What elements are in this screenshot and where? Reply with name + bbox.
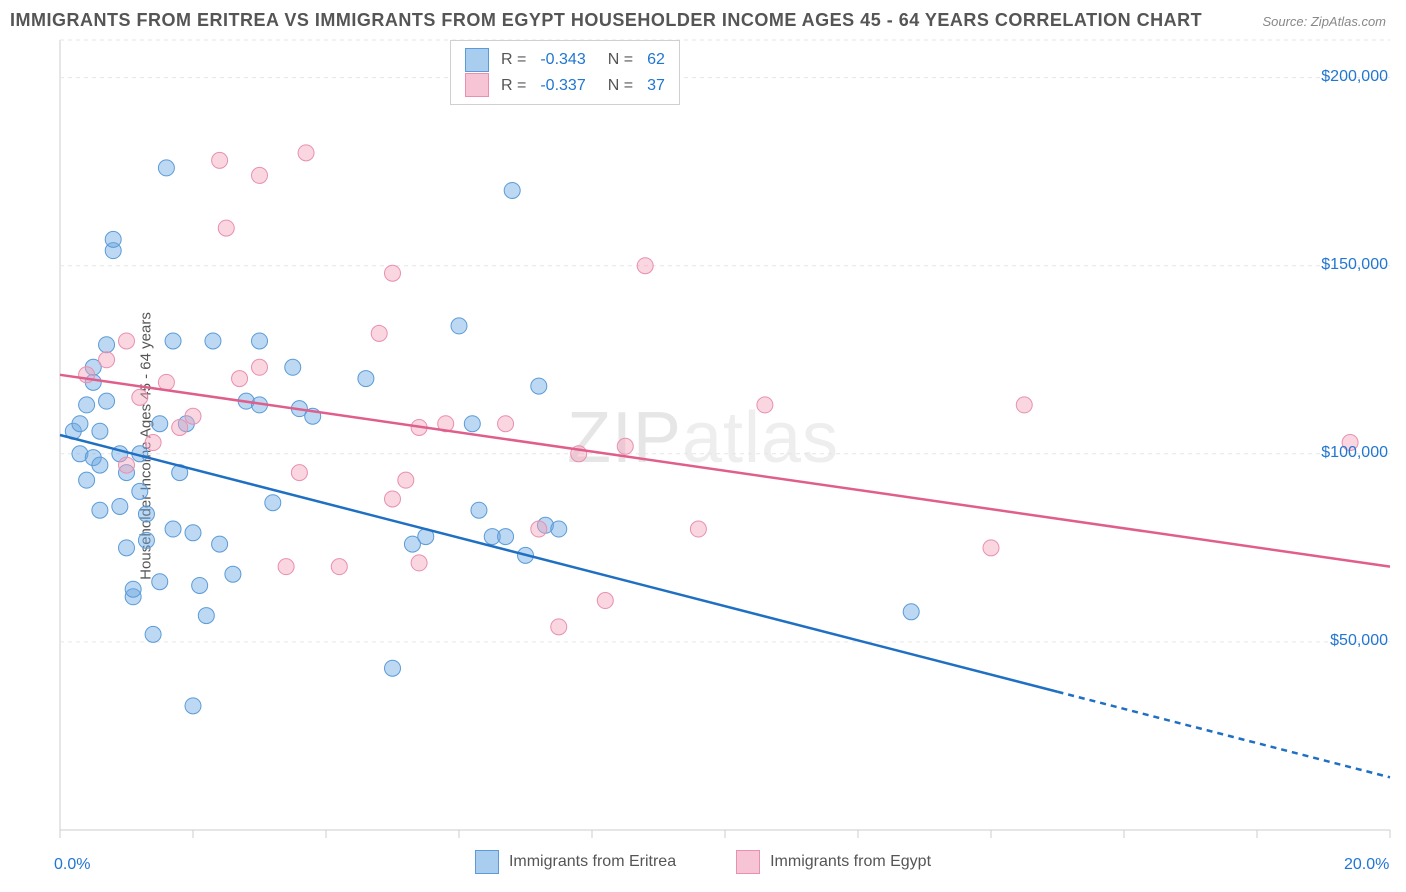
scatter-point xyxy=(99,393,115,409)
scatter-point xyxy=(690,521,706,537)
scatter-point xyxy=(225,566,241,582)
scatter-point xyxy=(185,408,201,424)
scatter-point xyxy=(138,506,154,522)
scatter-point xyxy=(205,333,221,349)
scatter-point xyxy=(132,483,148,499)
scatter-point xyxy=(903,604,919,620)
scatter-point xyxy=(165,521,181,537)
y-tick-label: $100,000 xyxy=(1321,444,1388,462)
scatter-point xyxy=(331,559,347,575)
legend-label-egypt: Immigrants from Egypt xyxy=(770,853,931,871)
swatch-egypt xyxy=(465,73,489,97)
stats-row-egypt: R = -0.337 N = 37 xyxy=(465,73,665,99)
regression-line xyxy=(60,435,1058,692)
scatter-point xyxy=(99,337,115,353)
scatter-point xyxy=(119,333,135,349)
scatter-point xyxy=(358,371,374,387)
scatter-point xyxy=(278,559,294,575)
scatter-point xyxy=(291,465,307,481)
scatter-point xyxy=(1016,397,1032,413)
legend-item-eritrea: Immigrants from Eritrea xyxy=(475,850,676,874)
scatter-point xyxy=(252,333,268,349)
legend-swatch-eritrea xyxy=(475,850,499,874)
y-tick-label: $50,000 xyxy=(1330,632,1388,650)
scatter-point xyxy=(152,574,168,590)
legend-item-egypt: Immigrants from Egypt xyxy=(736,850,931,874)
scatter-point xyxy=(185,525,201,541)
n-value-egypt: 37 xyxy=(647,73,665,99)
scatter-point xyxy=(637,258,653,274)
scatter-point xyxy=(757,397,773,413)
scatter-point xyxy=(464,416,480,432)
scatter-point xyxy=(165,333,181,349)
swatch-eritrea xyxy=(465,48,489,72)
scatter-point xyxy=(385,491,401,507)
scatter-point xyxy=(498,529,514,545)
scatter-point xyxy=(132,389,148,405)
scatter-point xyxy=(498,416,514,432)
y-tick-label: $150,000 xyxy=(1321,256,1388,274)
scatter-point xyxy=(504,182,520,198)
scatter-point xyxy=(212,536,228,552)
scatter-point xyxy=(152,416,168,432)
scatter-point xyxy=(158,160,174,176)
scatter-point xyxy=(252,359,268,375)
stats-row-eritrea: R = -0.343 N = 62 xyxy=(465,47,665,73)
scatter-point xyxy=(212,152,228,168)
scatter-point xyxy=(551,619,567,635)
scatter-point xyxy=(597,593,613,609)
scatter-point xyxy=(79,397,95,413)
scatter-point xyxy=(145,626,161,642)
scatter-point xyxy=(158,374,174,390)
correlation-chart: IMMIGRANTS FROM ERITREA VS IMMIGRANTS FR… xyxy=(0,0,1406,892)
scatter-point xyxy=(79,472,95,488)
scatter-point xyxy=(192,577,208,593)
scatter-point xyxy=(371,325,387,341)
r-value-eritrea: -0.343 xyxy=(540,47,585,73)
scatter-point xyxy=(385,265,401,281)
scatter-point xyxy=(385,660,401,676)
scatter-point xyxy=(232,371,248,387)
scatter-point xyxy=(99,352,115,368)
scatter-point xyxy=(398,472,414,488)
scatter-point xyxy=(138,532,154,548)
scatter-point xyxy=(112,498,128,514)
regression-line xyxy=(60,375,1390,567)
scatter-point xyxy=(411,555,427,571)
scatter-point xyxy=(531,378,547,394)
n-value-eritrea: 62 xyxy=(647,47,665,73)
scatter-point xyxy=(265,495,281,511)
legend-label-eritrea: Immigrants from Eritrea xyxy=(509,853,676,871)
legend-swatch-egypt xyxy=(736,850,760,874)
chart-svg xyxy=(0,0,1406,892)
scatter-point xyxy=(172,419,188,435)
scatter-point xyxy=(119,457,135,473)
scatter-point xyxy=(92,502,108,518)
scatter-point xyxy=(471,502,487,518)
scatter-point xyxy=(92,457,108,473)
scatter-point xyxy=(119,540,135,556)
scatter-point xyxy=(285,359,301,375)
regression-line-dashed xyxy=(1058,692,1391,778)
scatter-point xyxy=(531,521,547,537)
scatter-point xyxy=(185,698,201,714)
scatter-point xyxy=(451,318,467,334)
r-value-egypt: -0.337 xyxy=(540,73,585,99)
scatter-point xyxy=(125,581,141,597)
stats-legend: R = -0.343 N = 62 R = -0.337 N = 37 xyxy=(450,40,680,105)
scatter-point xyxy=(72,416,88,432)
scatter-point xyxy=(252,167,268,183)
scatter-point xyxy=(145,435,161,451)
scatter-point xyxy=(218,220,234,236)
scatter-point xyxy=(983,540,999,556)
series-legend: Immigrants from Eritrea Immigrants from … xyxy=(0,850,1406,874)
scatter-point xyxy=(92,423,108,439)
y-tick-label: $200,000 xyxy=(1321,68,1388,86)
scatter-point xyxy=(298,145,314,161)
scatter-point xyxy=(617,438,633,454)
scatter-point xyxy=(105,231,121,247)
scatter-point xyxy=(198,608,214,624)
scatter-point xyxy=(551,521,567,537)
